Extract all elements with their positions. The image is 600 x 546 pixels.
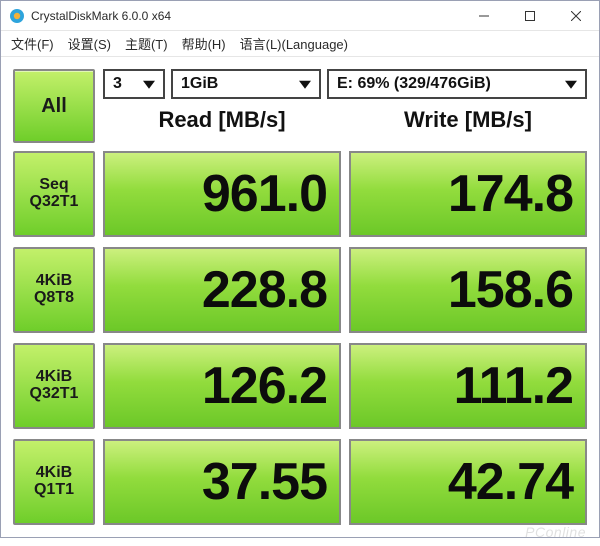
size-select-value: 1GiB — [181, 75, 218, 93]
test-button-line1: 4KiB — [36, 369, 72, 386]
watermark: PConline — [525, 524, 586, 540]
result-read-0: 961.0 — [103, 151, 341, 237]
test-button-line2: Q32T1 — [30, 386, 79, 403]
result-write-3: 42.74 — [349, 439, 587, 525]
menu-theme[interactable]: 主题(T) — [125, 34, 168, 53]
runs-select[interactable]: 3 — [103, 69, 165, 99]
column-header-read: Read [MB/s] — [103, 103, 341, 141]
menu-file[interactable]: 文件(F) — [11, 34, 54, 53]
test-button-4k-q8t8[interactable]: 4KiB Q8T8 — [13, 247, 95, 333]
test-button-line2: Q32T1 — [30, 194, 79, 211]
test-button-line1: Seq — [39, 177, 68, 194]
test-button-line2: Q1T1 — [34, 482, 74, 499]
test-button-line1: 4KiB — [36, 273, 72, 290]
menu-help[interactable]: 帮助(H) — [182, 34, 226, 53]
menu-language[interactable]: 语言(L)(Language) — [240, 34, 348, 53]
result-read-2: 126.2 — [103, 343, 341, 429]
minimize-button[interactable] — [461, 1, 507, 31]
runs-select-value: 3 — [113, 75, 122, 93]
window-title: CrystalDiskMark 6.0.0 x64 — [31, 9, 461, 23]
result-write-2: 111.2 — [349, 343, 587, 429]
run-all-button[interactable]: All — [13, 69, 95, 143]
result-read-3: 37.55 — [103, 439, 341, 525]
test-button-line2: Q8T8 — [34, 290, 74, 307]
close-button[interactable] — [553, 1, 599, 31]
result-write-0: 174.8 — [349, 151, 587, 237]
test-button-4k-q1t1[interactable]: 4KiB Q1T1 — [13, 439, 95, 525]
column-header-write: Write [MB/s] — [349, 103, 587, 141]
app-icon — [9, 8, 25, 24]
results-grid: Seq Q32T1 961.0 174.8 4KiB Q8T8 228.8 15… — [13, 151, 587, 525]
maximize-button[interactable] — [507, 1, 553, 31]
size-select[interactable]: 1GiB — [171, 69, 321, 99]
titlebar: CrystalDiskMark 6.0.0 x64 — [1, 1, 599, 31]
test-button-4k-q32t1[interactable]: 4KiB Q32T1 — [13, 343, 95, 429]
content-area: All 3 1GiB E: 69% (329/476GiB) Read [MB/… — [1, 57, 599, 537]
test-button-seq-q32t1[interactable]: Seq Q32T1 — [13, 151, 95, 237]
drive-select-value: E: 69% (329/476GiB) — [337, 75, 491, 93]
result-read-1: 228.8 — [103, 247, 341, 333]
menu-settings[interactable]: 设置(S) — [68, 34, 111, 53]
run-all-label: All — [41, 95, 67, 118]
test-button-line1: 4KiB — [36, 465, 72, 482]
result-write-1: 158.6 — [349, 247, 587, 333]
menubar: 文件(F) 设置(S) 主题(T) 帮助(H) 语言(L)(Language) — [1, 31, 599, 57]
drive-select[interactable]: E: 69% (329/476GiB) — [327, 69, 587, 99]
app-window: CrystalDiskMark 6.0.0 x64 文件(F) 设置(S) 主题… — [0, 0, 600, 538]
